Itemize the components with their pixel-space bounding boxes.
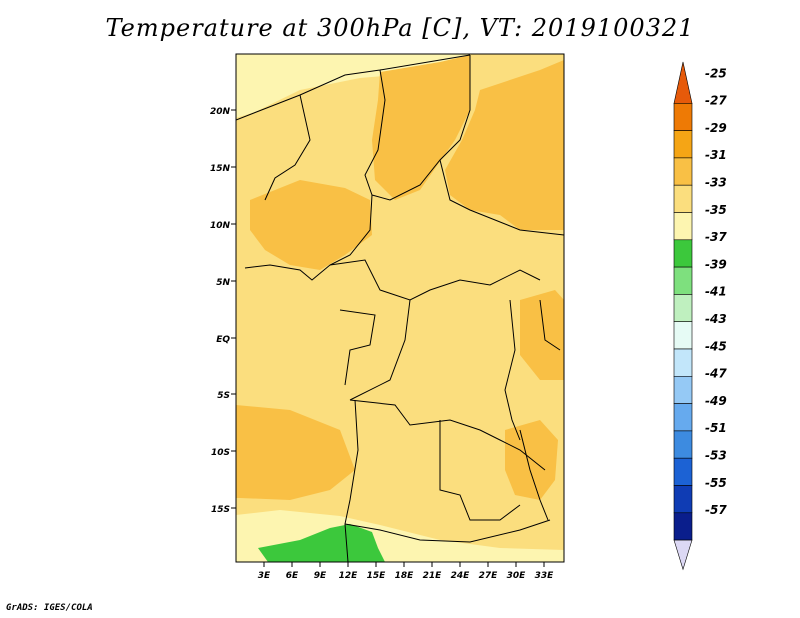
colorbar-segment [673,457,693,486]
colorbar-label: -33 [705,176,727,190]
lat-tick: 15N [210,164,236,174]
lon-tick-label: 15E [367,571,387,581]
colorbar-segment [673,157,693,186]
colorbar-label: -51 [705,421,727,435]
colorbar-label: -55 [705,476,727,490]
grads-credit: GrADS: IGES/COLA [6,603,93,613]
lat-tick: 5S [217,391,236,401]
colorbar-segment [673,485,693,514]
lat-tick: 5N [216,278,236,288]
lon-tick: 9E [314,562,327,581]
colorbar-label: -25 [705,66,727,80]
lon-tick-label: 33E [535,571,555,581]
colorbar-label: -35 [705,203,727,217]
lon-tick-label: 21E [423,571,443,581]
lon-tick: 18E [395,562,415,581]
lon-tick-label: 18E [395,571,415,581]
lat-tick-label: EQ [216,335,230,345]
lat-tick-label: 10S [211,448,230,458]
colorbar-label: -27 [705,94,727,108]
lon-tick: 6E [286,562,299,581]
colorbar-label: -37 [705,230,727,244]
warm-region-southeast [505,420,558,500]
colorbar-label: -29 [705,121,727,135]
colorbar-segment [673,266,693,295]
colorbar-label: -41 [705,285,727,299]
lon-tick: 27E [479,562,499,581]
lon-tick: 30E [507,562,527,581]
lon-tick-label: 27E [479,571,499,581]
colorbar-label: -31 [705,148,727,162]
lat-tick: 15S [211,505,236,515]
lon-tick: 33E [535,562,555,581]
colorbar-segment [673,375,693,404]
lon-tick: 21E [423,562,443,581]
warm-region-southwest [236,405,355,500]
colorbar-label: -43 [705,312,727,326]
lon-tick-label: 6E [286,571,299,581]
lat-tick: EQ [216,335,236,345]
colorbar-segment [673,403,693,432]
latitude-axis: 20N 15N 10N 5N EQ 5S 10S 15S [210,107,236,515]
lon-tick-label: 12E [339,571,359,581]
lon-tick-label: 24E [451,571,471,581]
colorbar-label: -57 [705,503,727,517]
colorbar-segment [673,348,693,377]
cold-region-southwest [258,524,385,562]
lat-tick-label: 15N [210,164,231,174]
lat-tick-label: 15S [211,505,230,515]
lat-tick: 10N [210,221,236,231]
lon-tick-label: 3E [258,571,271,581]
map-title: Temperature at 300hPa [C], VT: 201910032… [105,14,695,42]
colorbar-label: -47 [705,367,727,381]
warm-region-west [250,180,372,270]
colorbar-segment [673,321,693,350]
lon-tick: 12E [339,562,359,581]
colorbar-segment [673,539,693,571]
colorbar-label: -45 [705,339,727,353]
country-borders [236,54,564,562]
colorbar-segment [673,294,693,322]
lat-tick: 10S [211,448,236,458]
colorbar: -25 -27 -29 -31 -33 -35 -37 -39 -41 -43 -45 -47 -49 -… [673,61,727,571]
longitude-axis: 3E 6E 9E 12E 15E 18E 21E 24E 27E 30E 33E [258,562,554,581]
lon-tick: 15E [367,562,387,581]
colorbar-label: -53 [705,449,727,463]
colorbar-segment [673,212,693,241]
warm-region-northeast [445,60,564,230]
colorbar-segment [673,430,693,459]
lat-tick-label: 10N [210,221,231,231]
lat-tick-label: 5N [216,278,230,288]
lon-tick-label: 9E [314,571,327,581]
map-frame [235,53,565,563]
map-panel [236,54,564,562]
colorbar-segment [673,512,693,541]
colorbar-segment [673,184,693,213]
colorbar-segment [673,130,693,159]
colorbar-label: -39 [705,257,727,271]
lat-tick: 20N [210,107,236,117]
colorbar-segment [673,239,693,268]
colorbar-segment [673,61,693,104]
colorbar-label: -49 [705,394,727,408]
colorbar-segment [673,103,693,131]
lon-tick-label: 30E [507,571,527,581]
lat-tick-label: 5S [217,391,230,401]
lon-tick: 24E [451,562,471,581]
lon-tick: 3E [258,562,271,581]
warm-region-central-north [372,55,470,200]
warm-region-east [520,290,564,380]
lat-tick-label: 20N [210,107,231,117]
